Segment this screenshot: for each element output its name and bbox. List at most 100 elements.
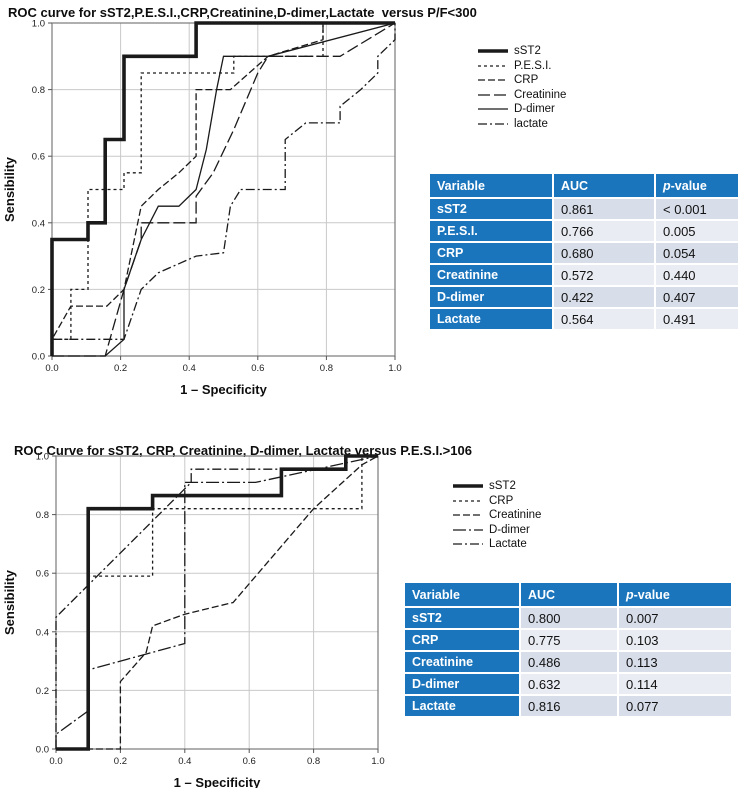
legend-swatch-line bbox=[478, 65, 508, 67]
table-value-cell: 0.103 bbox=[619, 630, 731, 650]
table-value-cell: < 0.001 bbox=[656, 199, 738, 219]
x-tick-label: 0.8 bbox=[307, 756, 320, 767]
table-value-cell: 0.407 bbox=[656, 287, 738, 307]
legend-item-sST2: sST2 bbox=[477, 44, 566, 59]
table-header-cell: Variable bbox=[430, 174, 552, 197]
x-tick-label: 0.0 bbox=[45, 363, 58, 374]
y-axis-label: Sensibility bbox=[2, 569, 17, 635]
table-rowlabel-cell: P.E.S.I. bbox=[430, 221, 552, 241]
legend-swatch-line bbox=[453, 484, 483, 488]
table-value-cell: 0.564 bbox=[554, 309, 654, 329]
table-row: D-dimer 0.422 0.407 bbox=[430, 287, 738, 307]
x-tick-label: 0.0 bbox=[49, 756, 62, 767]
table-row: sST2 0.861 < 0.001 bbox=[430, 199, 738, 219]
table-value-cell: 0.486 bbox=[521, 652, 617, 672]
table-rowlabel-cell: CRP bbox=[430, 243, 552, 263]
x-tick-label: 0.4 bbox=[183, 363, 196, 374]
roc-series-D-dimer bbox=[55, 455, 379, 749]
roc-series-lactate bbox=[51, 23, 396, 356]
legend-item-sST2: sST2 bbox=[452, 479, 541, 494]
table-value-cell: 0.632 bbox=[521, 674, 617, 694]
legend-swatch-line bbox=[453, 514, 483, 516]
legend-item-Lactate: Lactate bbox=[452, 537, 541, 552]
legend-label: sST2 bbox=[489, 480, 516, 493]
legend-item-CRP: CRP bbox=[452, 494, 541, 509]
table-row: CRP 0.680 0.054 bbox=[430, 243, 738, 263]
legend-label: lactate bbox=[514, 117, 548, 130]
legend-item-D-dimer: D-dimer bbox=[452, 523, 541, 538]
legend-item-P.E.S.I.: P.E.S.I. bbox=[477, 59, 566, 74]
table-row: P.E.S.I. 0.766 0.005 bbox=[430, 221, 738, 241]
table-header-cell: p-value bbox=[619, 583, 731, 606]
legend-label: Creatinine bbox=[514, 88, 567, 101]
x-tick-label: 0.6 bbox=[251, 363, 264, 374]
roc-series-P.E.S.I. bbox=[51, 22, 395, 356]
roc-chart-2: 0.0 0.2 0.4 0.6 0.8 1.0 0.0 0.2 0.4 0.6 0.8 1.0 1 – … bbox=[2, 452, 385, 788]
legend-swatch-line bbox=[453, 500, 483, 502]
x-tick-label: 0.2 bbox=[114, 363, 127, 374]
table-rowlabel-cell: Lactate bbox=[405, 696, 519, 716]
table-rowlabel-cell: Creatinine bbox=[405, 652, 519, 672]
table-value-cell: 0.007 bbox=[619, 608, 731, 628]
legend-item-Creatinine: Creatinine bbox=[452, 508, 541, 523]
legend-label: CRP bbox=[514, 74, 539, 87]
legend-item-D-dimer: D-dimer bbox=[477, 102, 566, 117]
table-row: sST2 0.800 0.007 bbox=[405, 608, 731, 628]
y-tick-label: 0.8 bbox=[36, 510, 49, 521]
table-rowlabel-cell: D-dimer bbox=[430, 287, 552, 307]
y-tick-label: 0.6 bbox=[36, 569, 49, 580]
table-value-cell: 0.054 bbox=[656, 243, 738, 263]
x-axis-label: 1 – Specificity bbox=[180, 382, 267, 397]
table-header-cell: p-value bbox=[656, 174, 738, 197]
legend-swatch-line bbox=[478, 108, 508, 110]
legend-label: D-dimer bbox=[514, 103, 555, 116]
table-value-cell: 0.005 bbox=[656, 221, 738, 241]
legend-label: CRP bbox=[489, 494, 514, 507]
table-row: CRP 0.775 0.103 bbox=[405, 630, 731, 650]
y-tick-label: 0.8 bbox=[32, 85, 45, 96]
table-header-cell: Variable bbox=[405, 583, 519, 606]
x-tick-label: 0.6 bbox=[243, 756, 256, 767]
table-value-cell: 0.766 bbox=[554, 221, 654, 241]
table-header-cell: AUC bbox=[521, 583, 617, 606]
legend-swatch-line bbox=[478, 123, 508, 125]
roc-chart-2-legend: sST2 CRP Creatinine D-dimer Lactate bbox=[452, 479, 541, 552]
table-rowlabel-cell: D-dimer bbox=[405, 674, 519, 694]
y-tick-label: 0.4 bbox=[36, 627, 49, 638]
legend-swatch-line bbox=[453, 543, 483, 545]
x-tick-label: 0.4 bbox=[178, 756, 191, 767]
table-row: Lactate 0.816 0.077 bbox=[405, 696, 731, 716]
legend-swatch-line bbox=[453, 529, 483, 531]
table-row: Creatinine 0.486 0.113 bbox=[405, 652, 731, 672]
y-tick-label: 0.2 bbox=[32, 285, 45, 296]
table-rowlabel-cell: Creatinine bbox=[430, 265, 552, 285]
table-rowlabel-cell: sST2 bbox=[405, 608, 519, 628]
legend-label: D-dimer bbox=[489, 523, 530, 536]
table-value-cell: 0.775 bbox=[521, 630, 617, 650]
x-tick-label: 0.8 bbox=[320, 363, 333, 374]
plot-border bbox=[55, 455, 379, 750]
x-tick-label: 1.0 bbox=[371, 756, 384, 767]
legend-swatch-line bbox=[478, 79, 508, 81]
roc-chart-1-legend: sST2 P.E.S.I. CRP Creatinine D-dimer lactate bbox=[477, 44, 566, 131]
y-tick-label: 1.0 bbox=[32, 19, 45, 30]
table-value-cell: 0.113 bbox=[619, 652, 731, 672]
table-value-cell: 0.491 bbox=[656, 309, 738, 329]
roc-chart-2-title: ROC Curve for sST2, CRP, Creatinine, D-d… bbox=[14, 443, 472, 458]
table-rowlabel-cell: Lactate bbox=[430, 309, 552, 329]
table-rowlabel-cell: CRP bbox=[405, 630, 519, 650]
legend-label: Lactate bbox=[489, 538, 527, 551]
y-tick-label: 0.2 bbox=[36, 686, 49, 697]
roc-series-Creatinine bbox=[56, 455, 379, 750]
legend-swatch-line bbox=[478, 94, 508, 96]
roc-series-sST2 bbox=[50, 21, 395, 356]
table-value-cell: 0.114 bbox=[619, 674, 731, 694]
roc-series-sST2 bbox=[56, 454, 378, 751]
table-row: Lactate 0.564 0.491 bbox=[430, 309, 738, 329]
table-value-cell: 0.077 bbox=[619, 696, 731, 716]
roc-chart-2-auc-table: Variable AUC p-value sST2 0.800 0.007 CRP 0.775… bbox=[403, 581, 733, 718]
legend-label: P.E.S.I. bbox=[514, 59, 552, 72]
y-tick-label: 0.0 bbox=[36, 745, 49, 756]
table-value-cell: 0.440 bbox=[656, 265, 738, 285]
